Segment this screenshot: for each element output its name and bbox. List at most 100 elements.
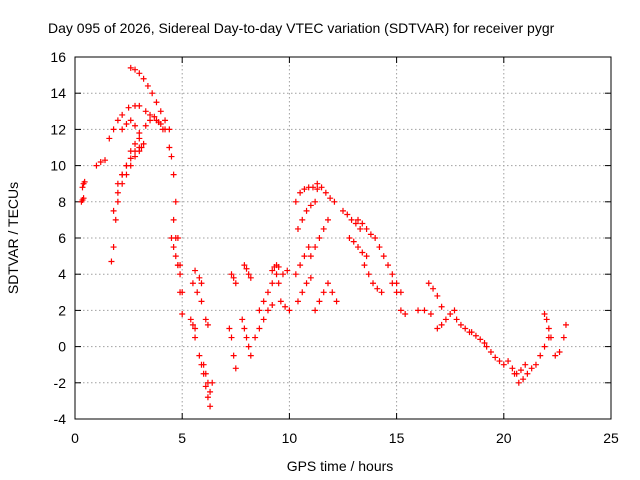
y-tick-label: 4 [58, 266, 66, 282]
data-point [438, 321, 445, 328]
data-point [125, 104, 132, 111]
data-point [80, 195, 87, 202]
data-point [209, 379, 216, 386]
data-point [273, 271, 280, 278]
data-point [344, 211, 351, 218]
data-point [355, 216, 362, 223]
data-point [114, 117, 121, 124]
data-point [260, 316, 267, 323]
data-point [275, 263, 282, 270]
data-point [367, 231, 374, 238]
data-point [110, 126, 117, 133]
data-point [136, 102, 143, 109]
data-point [331, 198, 338, 205]
data-point [147, 111, 154, 118]
data-point [374, 285, 381, 292]
data-point [537, 352, 544, 359]
data-point [252, 334, 259, 341]
data-point [127, 64, 134, 71]
data-point [151, 113, 158, 120]
data-point [376, 244, 383, 251]
data-point [194, 289, 201, 296]
data-point [372, 235, 379, 241]
data-point [316, 298, 323, 305]
data-point [363, 253, 370, 260]
data-point [472, 332, 479, 339]
x-axis-label: GPS time / hours [287, 458, 394, 474]
data-point [106, 135, 113, 142]
data-point [136, 144, 143, 151]
data-point [239, 316, 246, 323]
data-point [552, 352, 559, 359]
data-point [153, 99, 160, 106]
data-point [170, 216, 177, 223]
data-point [232, 280, 239, 287]
data-point [528, 365, 535, 372]
data-point [144, 82, 151, 89]
data-point [189, 280, 196, 287]
data-point [196, 274, 203, 281]
data-point [492, 354, 499, 361]
data-point [402, 311, 409, 318]
data-point [303, 207, 310, 214]
data-point [357, 225, 364, 232]
y-tick-label: -4 [54, 411, 67, 427]
data-point [451, 307, 458, 314]
data-point [434, 292, 441, 299]
data-point [520, 376, 527, 383]
data-point [179, 311, 186, 318]
y-tick-label: 10 [50, 158, 66, 174]
data-point [132, 140, 139, 147]
data-point [312, 307, 319, 314]
data-point [192, 334, 199, 341]
data-point [442, 316, 449, 323]
data-point [320, 289, 327, 296]
data-point [189, 321, 196, 328]
data-point [81, 178, 88, 185]
data-point [560, 334, 567, 341]
data-point [415, 307, 422, 314]
data-point [385, 262, 392, 269]
data-point [140, 140, 147, 147]
data-point [275, 280, 282, 287]
data-point [136, 130, 143, 137]
data-point [243, 265, 250, 272]
y-tick-label: 16 [50, 49, 66, 65]
data-point [119, 126, 126, 133]
data-point [299, 289, 306, 296]
data-point [256, 325, 263, 332]
data-point [277, 298, 284, 305]
data-point [541, 343, 548, 350]
data-point [79, 184, 86, 191]
data-point [543, 316, 550, 323]
data-point [350, 238, 357, 245]
data-point [93, 162, 100, 169]
data-point [192, 267, 199, 274]
data-point [286, 307, 293, 314]
data-point [269, 280, 276, 287]
data-point [299, 216, 306, 223]
data-point [136, 135, 143, 142]
data-point [348, 216, 355, 223]
data-point [483, 343, 490, 350]
data-point [157, 108, 164, 115]
data-point [232, 365, 239, 372]
data-point [297, 189, 304, 196]
data-point [192, 325, 199, 332]
data-point [333, 298, 340, 305]
data-point [294, 298, 301, 305]
data-point [324, 280, 331, 287]
data-point [132, 153, 139, 160]
data-point [226, 325, 233, 332]
data-point [127, 117, 134, 124]
data-point [312, 244, 319, 251]
data-point [346, 235, 353, 241]
data-point [102, 157, 109, 164]
data-point [297, 262, 304, 269]
data-point [159, 126, 166, 133]
data-point [170, 244, 177, 251]
data-point [545, 325, 552, 332]
data-point [132, 148, 139, 155]
data-point [204, 394, 211, 401]
data-point [172, 235, 179, 241]
